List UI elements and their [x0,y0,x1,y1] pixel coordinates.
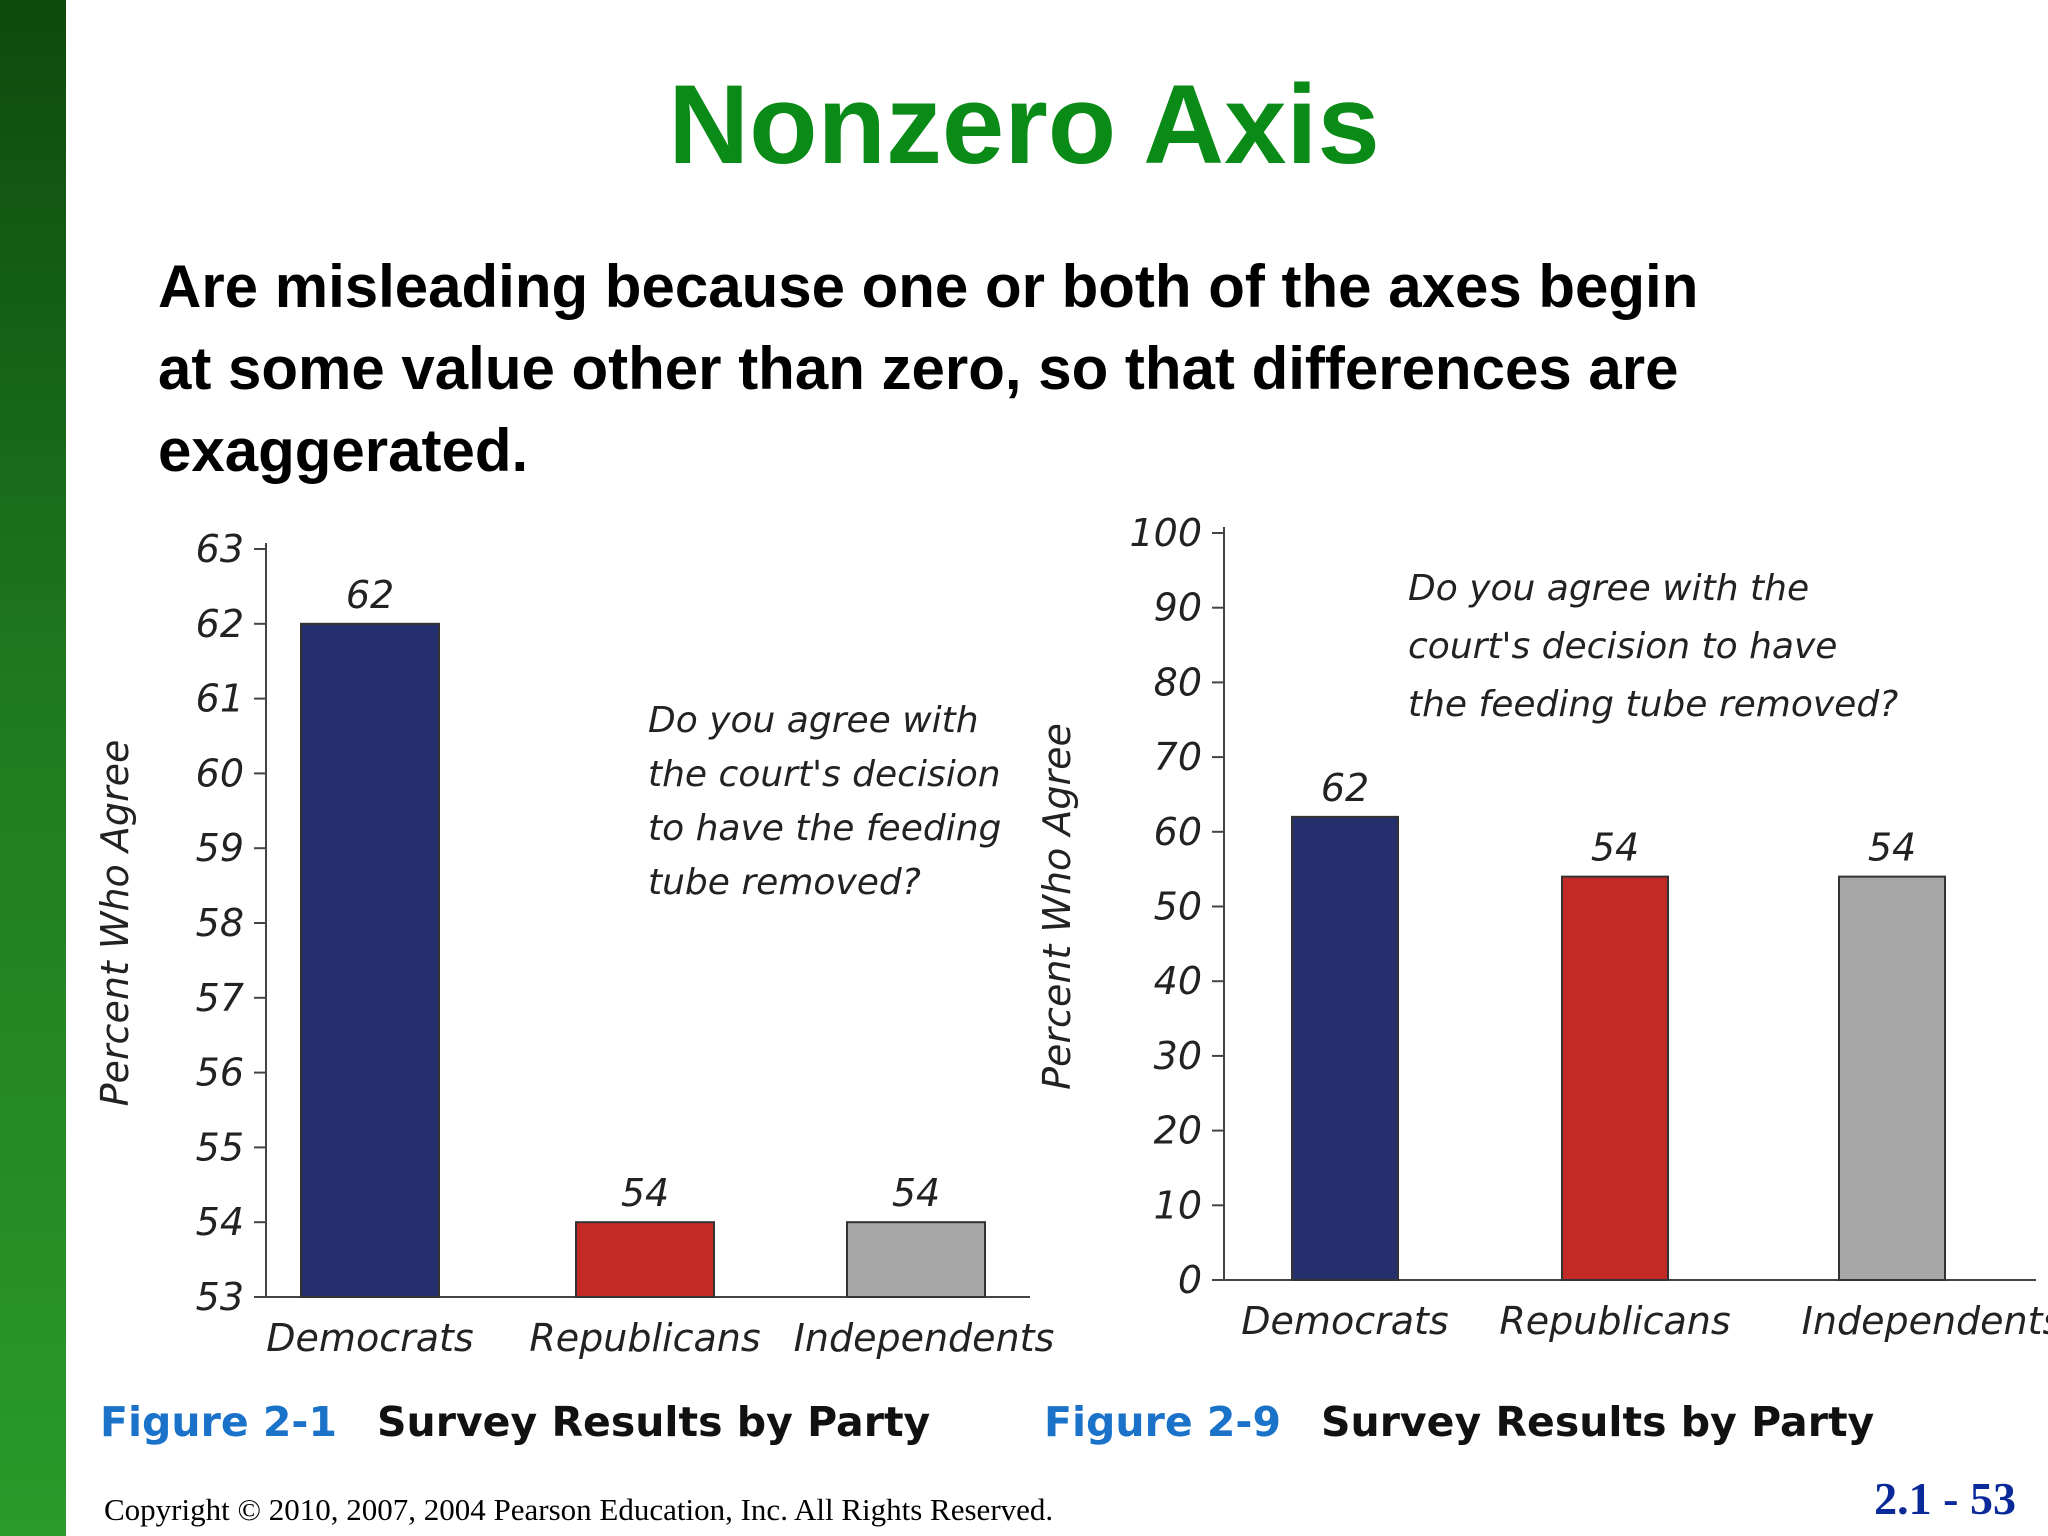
copyright-notice: Copyright © 2010, 2007, 2004 Pearson Edu… [104,1492,1054,1527]
question-annotation-line: Do you agree with the [1408,568,1809,609]
slide-number: 2.1 - 53 [1874,1473,2016,1524]
y-tick-label: 60 [196,751,244,795]
bar-democrats [1291,815,1399,1281]
y-tick-label: 40 [1154,959,1202,1003]
data-label: 54 [621,1171,669,1215]
category-label: Republicans [529,1316,760,1360]
category-label: Democrats [266,1316,473,1360]
y-tick-label: 56 [196,1051,244,1095]
data-label: 54 [1868,826,1916,870]
figure-number: Figure 2-1 [100,1398,337,1446]
y-tick-label: 53 [196,1275,244,1319]
question-annotation-line: the court's decision [648,754,1001,795]
slide-title: Nonzero Axis [668,62,1380,187]
question-annotation-line: to have the feeding [648,808,1001,849]
data-label: 54 [892,1171,940,1215]
bar-republicans [1561,875,1669,1281]
y-tick-label: 63 [196,527,244,571]
figure-caption-2-9: Figure 2-9 Survey Results by Party [1044,1398,1874,1446]
question-annotation-line: court's decision to have [1408,626,1837,667]
category-label: Independents [1802,1299,2048,1343]
data-label: 62 [346,573,394,617]
y-tick-label: 90 [1154,586,1202,630]
y-tick-label: 80 [1154,660,1202,704]
bar-independents [846,1221,986,1299]
y-tick-label: 57 [196,976,244,1020]
slide-body-text: Are misleading because one or both of th… [158,253,1699,484]
data-label: 54 [1591,826,1639,870]
y-tick-label: 0 [1178,1258,1202,1302]
question-annotation-line: tube removed? [648,862,921,903]
y-tick-label: 100 [1129,511,1202,555]
y-tick-label: 61 [196,677,244,721]
sidebar-stripe [0,0,66,1536]
y-tick-label: 20 [1154,1109,1202,1153]
chart-figure-2-1: 53 54 55 56 57 58 59 60 61 62 63 Percent Who Agree 6… [93,527,1054,1360]
figure-caption-text: Survey Results by Party [376,1398,931,1446]
category-label: Independents [794,1316,1055,1360]
category-label: Republicans [1499,1299,1730,1343]
figure-number: Figure 2-9 [1044,1398,1281,1446]
y-tick-label: 62 [196,602,244,646]
category-label: Democrats [1241,1299,1448,1343]
y-tick-label: 10 [1154,1183,1202,1227]
y-axis-title: Percent Who Agree [93,740,137,1107]
y-tick-label: 59 [196,826,244,870]
bar-independents [1838,875,1946,1281]
y-tick-label: 54 [196,1200,244,1244]
data-label: 62 [1321,766,1369,810]
y-axis-title: Percent Who Agree [1035,723,1079,1090]
question-annotation-line: Do you agree with [648,700,979,741]
y-tick-label: 70 [1154,735,1202,779]
figure-caption-2-1: Figure 2-1 Survey Results by Party [100,1398,930,1446]
question-annotation-line: the feeding tube removed? [1408,684,1898,725]
figure-caption-text: Survey Results by Party [1320,1398,1875,1446]
y-tick-label: 60 [1154,810,1202,854]
y-tick-label: 50 [1154,885,1202,929]
y-tick-label: 58 [196,901,244,945]
y-tick-label: 30 [1154,1034,1202,1078]
bar-republicans [575,1221,715,1299]
bar-democrats [300,622,440,1299]
chart-figure-2-9: 0 10 20 30 40 50 60 70 80 90 100 Percent Who Agree 6… [1035,511,2048,1343]
y-tick-label: 55 [196,1125,244,1169]
